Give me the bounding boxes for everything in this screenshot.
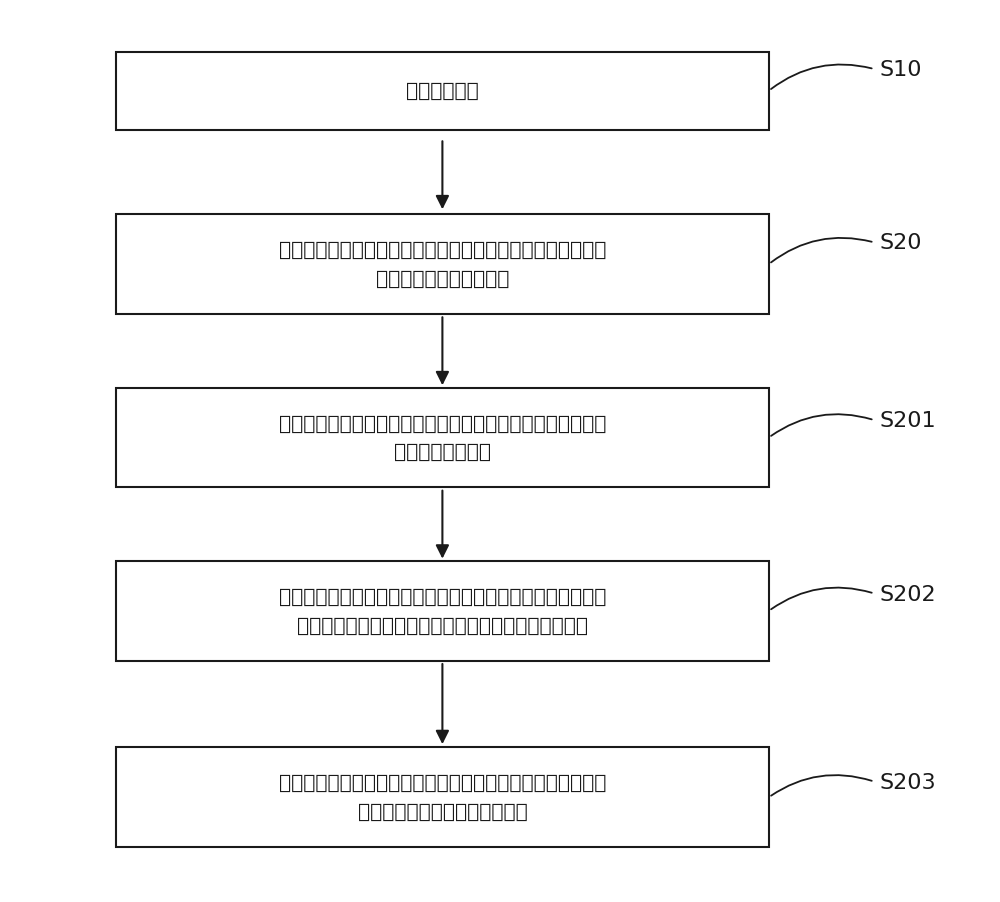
FancyBboxPatch shape xyxy=(116,52,769,131)
Text: 采集样本零件: 采集样本零件 xyxy=(406,82,479,101)
Text: S20: S20 xyxy=(879,234,922,253)
Text: 建立通用定额工时库；将各样本零件对应的尺寸区间及工时录
入工时库以建立通用定额工时库: 建立通用定额工时库；将各样本零件对应的尺寸区间及工时录 入工时库以建立通用定额工… xyxy=(279,774,606,821)
FancyBboxPatch shape xyxy=(116,561,769,661)
Text: 对于定额工时工序；确定结构类型，根据样本零件的结构特征
划分样本零件种类: 对于定额工时工序；确定结构类型，根据样本零件的结构特征 划分样本零件种类 xyxy=(279,414,606,462)
Text: S202: S202 xyxy=(879,584,936,603)
Text: S201: S201 xyxy=(879,410,936,430)
FancyBboxPatch shape xyxy=(116,748,769,847)
FancyBboxPatch shape xyxy=(116,215,769,315)
Text: S10: S10 xyxy=(879,60,922,80)
Text: 工序划分；根据各样本零件的加工工序按照加工属性分为定额
工时工序与变额工时工序: 工序划分；根据各样本零件的加工工序按照加工属性分为定额 工时工序与变额工时工序 xyxy=(279,241,606,289)
Text: S203: S203 xyxy=(879,772,936,792)
Text: 划分尺寸区间；根据样本零件的长度、宽度、厚度将各样本零
件划分至对应的尺寸区间，每个尺寸区间均对应有工时: 划分尺寸区间；根据样本零件的长度、宽度、厚度将各样本零 件划分至对应的尺寸区间，… xyxy=(279,587,606,635)
FancyBboxPatch shape xyxy=(116,388,769,488)
